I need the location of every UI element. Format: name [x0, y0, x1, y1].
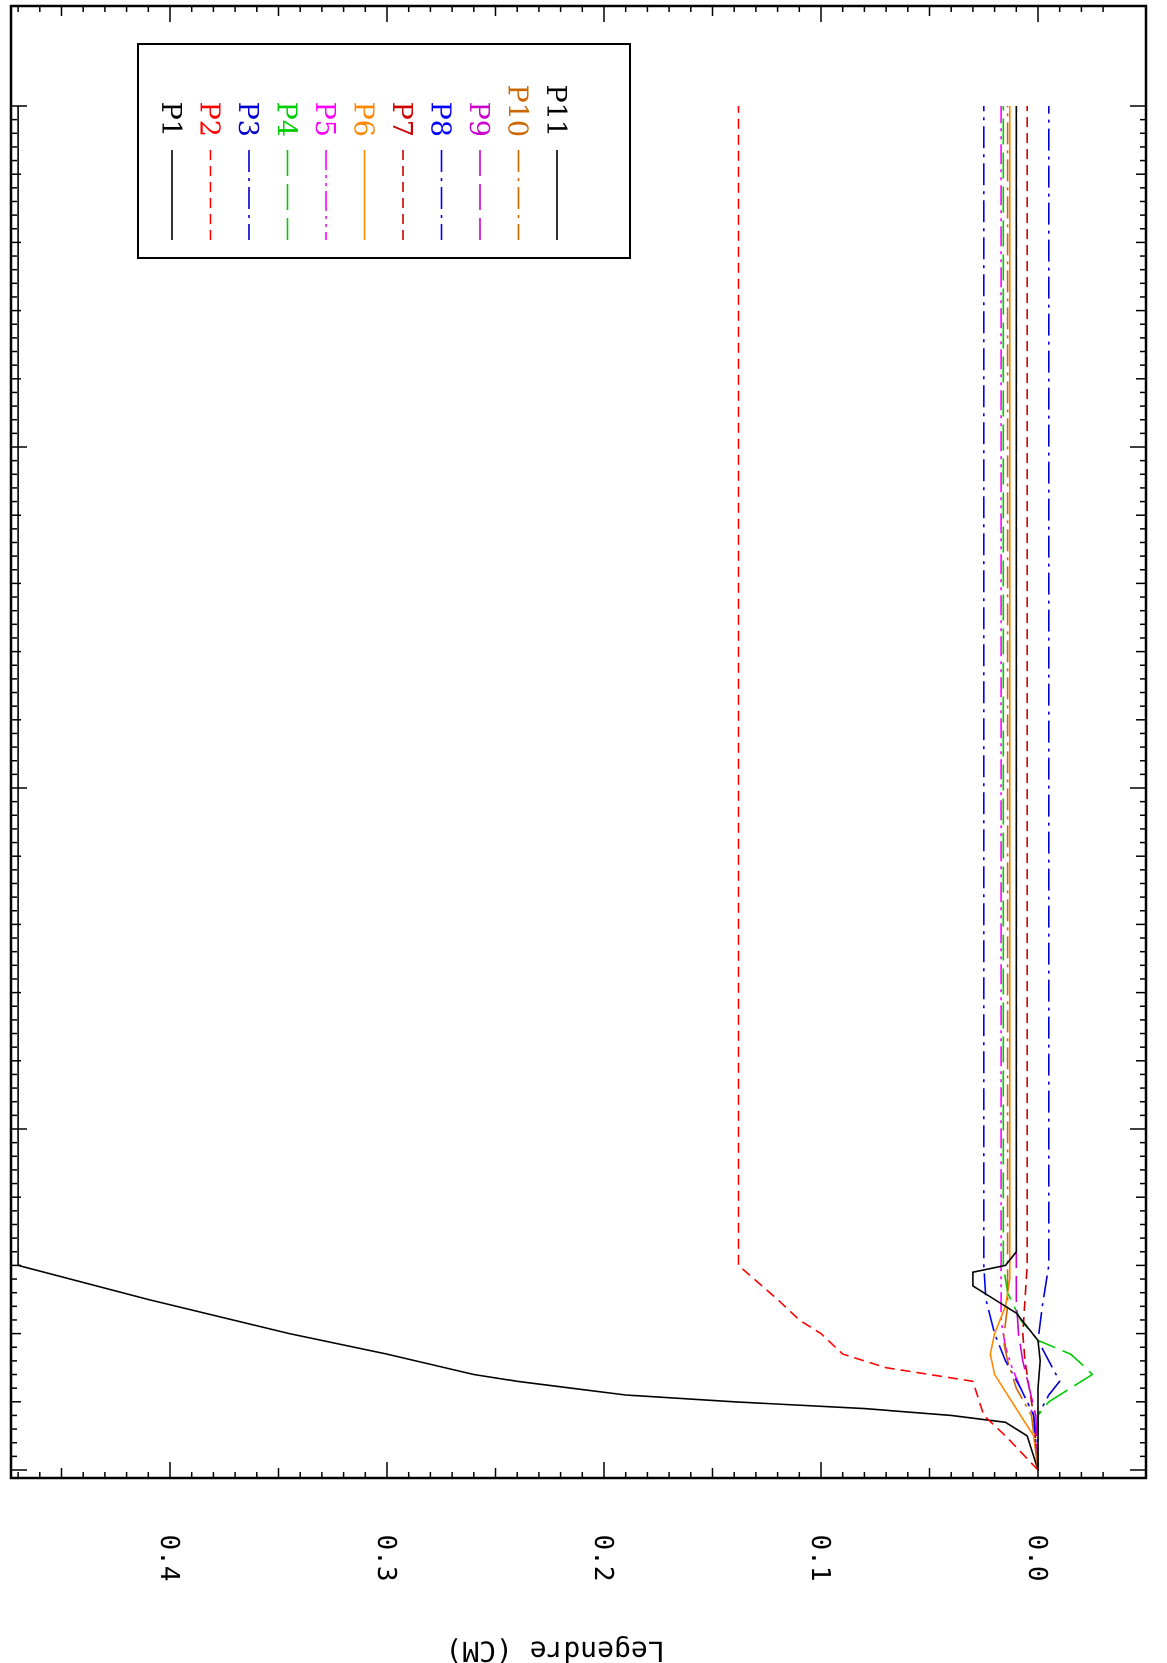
x-tick-label: 100 [1163, 765, 1167, 812]
legend-label-p4: P4 [271, 102, 302, 137]
tick-labels: 0 50 100 150 200 0.0 0.1 0.2 0.3 0.4 [154, 83, 1167, 1582]
x-tick-label: 150 [1163, 424, 1167, 471]
legend-label-p10: P10 [502, 84, 533, 137]
plot-frame [9, 4, 1148, 1480]
legend-label-p2: P2 [194, 102, 225, 137]
series-line-p3 [1037, 106, 1061, 1470]
legend-label-p3: P3 [232, 102, 263, 137]
x-tick-label: 50 [1163, 1113, 1167, 1144]
ticks [11, 6, 1146, 1478]
series-line-p11 [972, 106, 1042, 1470]
series-line-p9 [1015, 106, 1039, 1471]
legend-label-p11: P11 [540, 84, 571, 137]
y-axis-label: Legendre (CM) [445, 1635, 664, 1663]
series-line-p5 [1000, 106, 1039, 1471]
series-line-p8 [982, 106, 1039, 1471]
legend-label-p6: P6 [348, 102, 379, 137]
y-tick-label: 0.2 [588, 1535, 618, 1582]
legend-box [137, 43, 631, 259]
series-line-p2 [737, 106, 1039, 1471]
series-line-p1 [17, 106, 1039, 1471]
series-group [17, 106, 1094, 1471]
x-tick-label: 0 [1163, 1462, 1167, 1478]
x-tick-label: 200 [1163, 83, 1167, 130]
legend-label-p8: P8 [425, 102, 456, 137]
legend-label-p7: P7 [386, 102, 417, 137]
series-line-p10 [1002, 106, 1039, 1471]
legend-label-p5: P5 [309, 102, 340, 137]
y-tick-label: 0.1 [805, 1535, 835, 1582]
legend-label-p1: P1 [155, 102, 186, 137]
legend: P1 P2 P3 P4 P5 P6 P7 P8 P9 P10 P11 [155, 84, 571, 240]
y-tick-label: 0.3 [371, 1535, 401, 1582]
legend-label-p9: P9 [463, 102, 494, 137]
series-line-p6 [989, 106, 1039, 1471]
y-tick-label: 0.4 [154, 1535, 184, 1582]
y-tick-label: 0.0 [1022, 1535, 1052, 1582]
series-line-p7 [1021, 106, 1039, 1471]
